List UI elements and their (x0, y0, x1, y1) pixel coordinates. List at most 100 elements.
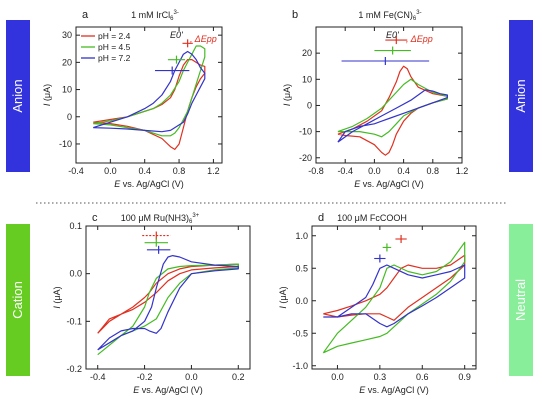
chart-title-base: 1 mM IrCl (131, 10, 170, 20)
x-tick-label: -0.8 (308, 166, 324, 176)
x-tick-label: 1.2 (456, 166, 469, 176)
side-label-anion-right: Anion (513, 79, 528, 112)
chart-title-sub: 6 (170, 16, 174, 22)
plot-frame (311, 225, 477, 370)
y-tick-label: 30 (62, 30, 72, 40)
y-tick-label: -0.5 (292, 328, 308, 338)
legend-label-1: pH = 2.4 (98, 31, 131, 41)
side-label-neutral: Neutral (513, 279, 528, 321)
x-tick-label: 0.6 (416, 372, 429, 382)
panel-c: -0.4 -0.2 0.0 0.2 -0.2 -0.1 0.0 0.1 E vs. Ag/AgC… (52, 212, 251, 395)
y-axis-label-rest: (μA) (282, 84, 292, 104)
side-label-anion-left: Anion (10, 79, 25, 112)
y-tick-label: -0.1 (66, 316, 82, 326)
x-tick-label: 0.2 (232, 372, 245, 382)
panel-letter: b (292, 9, 298, 21)
y-axis-label-var: I (282, 103, 292, 106)
side-label-neutral-bg (509, 224, 533, 376)
panel-letter: a (82, 9, 89, 21)
x-axis-label-rest: vs. Ag/AgCl (V) (120, 179, 184, 189)
y-axis-label-var: I (52, 306, 62, 309)
x-axis-label-rest: vs. Ag/AgCl (V) (365, 385, 429, 395)
x-axis-label-var: E (114, 179, 121, 189)
x-tick-label: 0.0 (331, 372, 344, 382)
chart-title-sub: 6 (189, 219, 193, 225)
y-tick-label: -0.2 (66, 364, 82, 374)
chart-title-base: 100 μM Ru(NH3) (121, 213, 189, 223)
y-axis-label-rest: (μA) (278, 286, 288, 306)
panel-letter: d (318, 212, 324, 224)
panel-d: 0.0 0.3 0.6 0.9 -1.0 -0.5 0.0 0.5 1.0 E vs. Ag/Ag… (278, 212, 477, 395)
side-label-anion-left-bg (6, 20, 30, 172)
legend-title-depp: , ΔEpp (406, 34, 433, 44)
x-axis-label-rest: vs. Ag/AgCl (V) (360, 179, 424, 189)
legend-title-e0: E0' (386, 30, 399, 40)
chart-title-b: 1 mM Fe(CN)63- (358, 10, 421, 22)
y-axis-label: I (μA) (42, 84, 52, 106)
x-tick-label: 0.8 (427, 166, 440, 176)
series-line-2 (93, 45, 206, 137)
y-tick-label: -10 (59, 139, 72, 149)
legend-label-3: pH = 7.2 (98, 53, 131, 63)
x-tick-label: 0.9 (458, 372, 471, 382)
chart-title-a: 1 mM IrCl63- (131, 10, 179, 22)
chart-title-base: 1 mM Fe(CN) (358, 10, 413, 20)
x-tick-label: 0.0 (104, 166, 117, 176)
x-axis-label: E vs. Ag/AgCl (V) (354, 179, 424, 189)
x-axis-label-rest: vs. Ag/AgCl (V) (139, 385, 203, 395)
y-tick-label: 10 (302, 74, 312, 84)
panel-b: -0.8 -0.4 0.0 0.4 0.8 1.2 -20 -10 0 10 20 E vs. Ag/… (282, 9, 468, 189)
chart-title-sup: 3- (416, 10, 421, 16)
x-axis-label-var: E (359, 385, 366, 395)
legend-label-2: pH = 4.5 (98, 42, 131, 52)
y-axis-label: I (μA) (282, 84, 292, 106)
y-axis-label-var: I (278, 306, 288, 309)
y-tick-label: -1.0 (292, 361, 308, 371)
legend-title-e0: E0' (170, 30, 183, 40)
y-tick-label: 0.0 (295, 296, 308, 306)
y-tick-label: 10 (62, 85, 72, 95)
y-tick-label: 20 (62, 57, 72, 67)
x-axis-label: E vs. Ag/AgCl (V) (114, 179, 184, 189)
side-label-anion-right-bg (509, 20, 533, 172)
chart-title-sub: 6 (413, 16, 417, 22)
y-tick-label: 0.1 (69, 221, 82, 231)
x-tick-label: 0.0 (368, 166, 381, 176)
y-axis-label-var: I (42, 103, 52, 106)
y-tick-label: -20 (299, 153, 312, 163)
y-axis-label: I (μA) (52, 286, 62, 308)
x-tick-label: 0.4 (397, 166, 410, 176)
y-tick-label: 0.0 (69, 269, 82, 279)
x-axis-label: E vs. Ag/AgCl (V) (133, 385, 203, 395)
x-tick-label: -0.2 (137, 372, 153, 382)
series-line-1 (93, 58, 206, 150)
x-tick-label: -0.4 (337, 166, 353, 176)
x-tick-label: 0.8 (173, 166, 186, 176)
y-tick-label: 0.5 (295, 263, 308, 273)
y-tick-label: 20 (302, 48, 312, 58)
y-axis-label: I (μA) (278, 286, 288, 308)
series-line-2 (322, 241, 466, 354)
x-tick-label: 0.4 (138, 166, 151, 176)
y-tick-label: -10 (299, 127, 312, 137)
chart-title-sup: 3- (174, 10, 179, 16)
x-tick-label: -0.4 (90, 372, 106, 382)
legend-title-depp: , ΔEpp (190, 34, 217, 44)
series-line-3 (93, 50, 206, 133)
y-tick-label: 0 (307, 100, 312, 110)
plot-frame (315, 26, 463, 164)
x-tick-label: 1.2 (207, 166, 220, 176)
x-tick-label: 0.0 (185, 372, 198, 382)
series-line-3 (337, 89, 448, 143)
plot-frame (85, 225, 251, 370)
chart-title-d: 100 μM FcCOOH (337, 213, 407, 223)
series-line-2 (97, 263, 239, 356)
x-axis-label-var: E (354, 179, 361, 189)
plot-frame (75, 26, 223, 164)
chart-title-sup: 3+ (192, 213, 199, 219)
series-line-3 (323, 264, 466, 328)
y-axis-label-rest: (μA) (42, 84, 52, 104)
x-axis-label: E vs. Ag/AgCl (V) (359, 385, 429, 395)
x-axis-label-var: E (133, 385, 140, 395)
